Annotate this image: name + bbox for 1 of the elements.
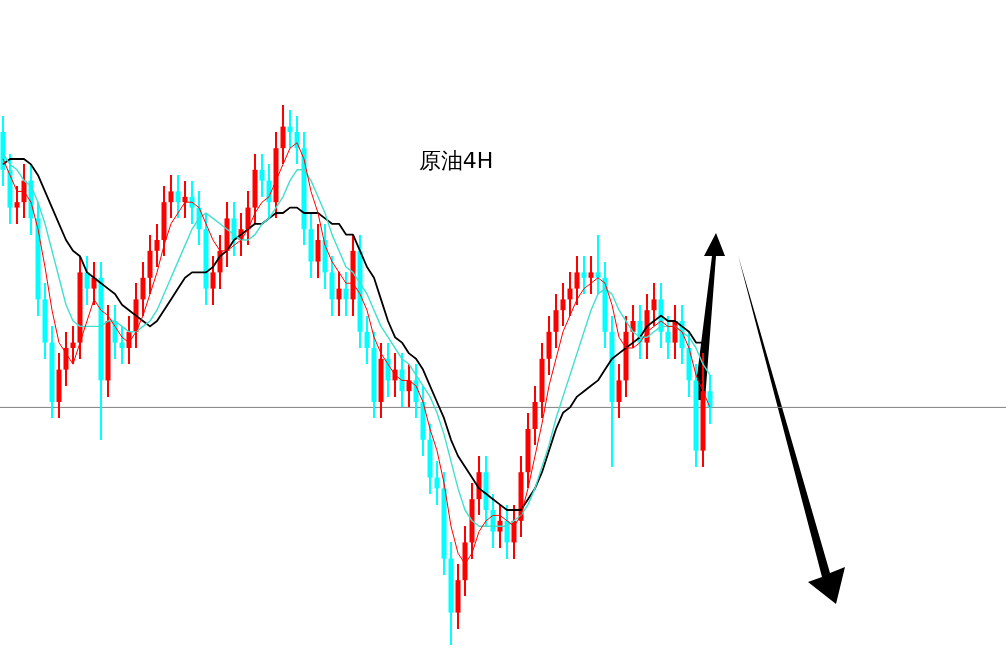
title: 原油4H (418, 148, 494, 173)
